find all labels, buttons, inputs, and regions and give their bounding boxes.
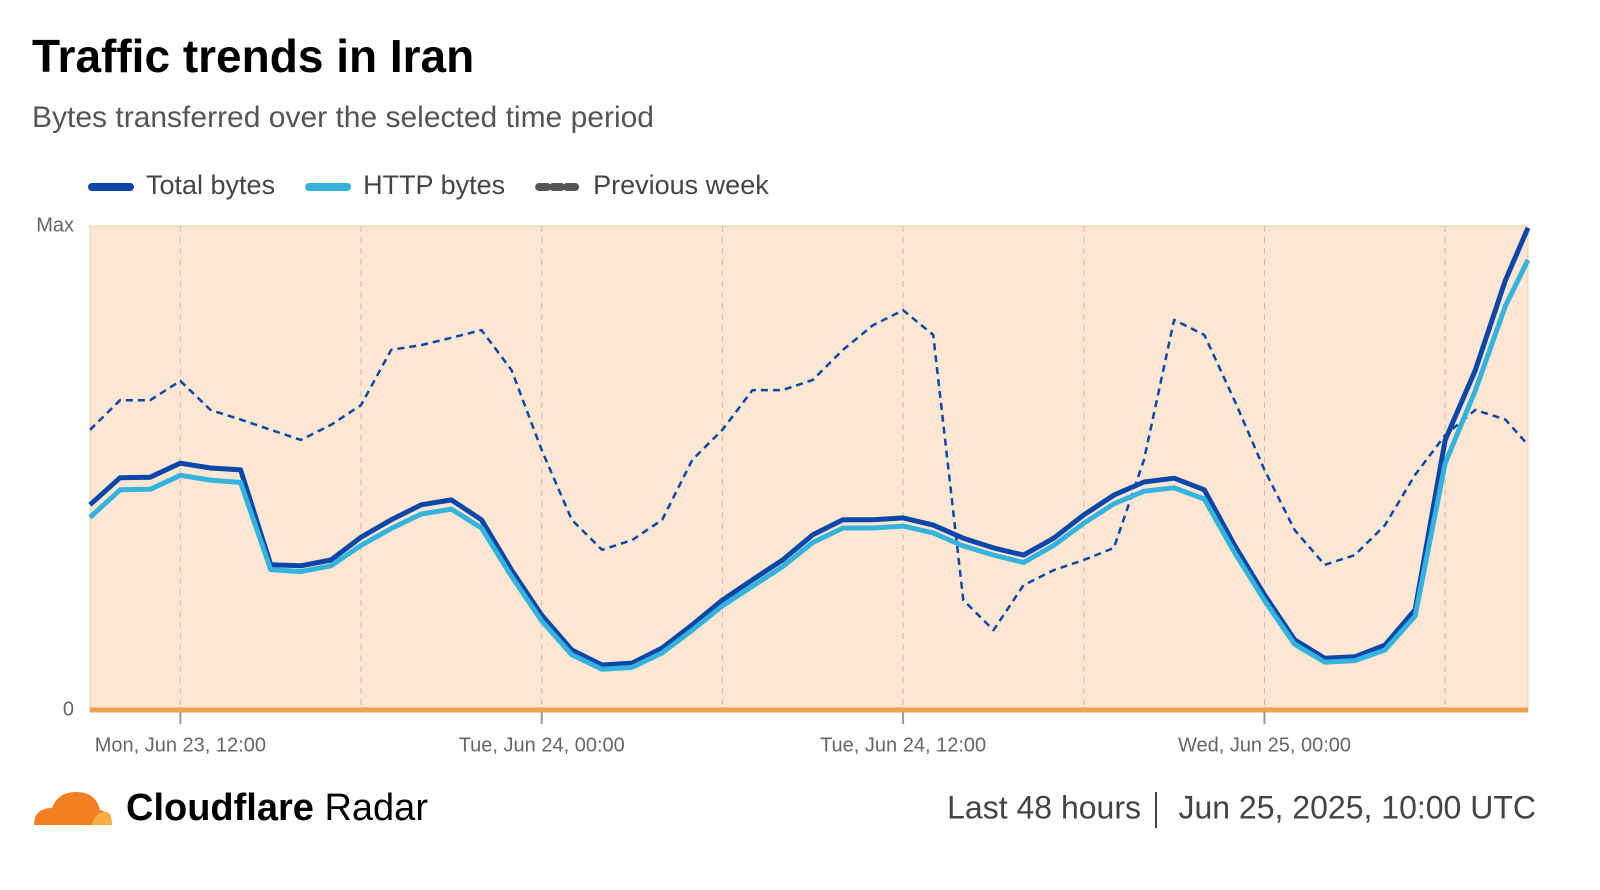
timestamp: Jun 25, 2025, 10:00 UTC	[1178, 789, 1536, 825]
chart-title: Traffic trends in Iran	[32, 30, 474, 82]
chart-subtitle: Bytes transferred over the selected time…	[32, 101, 654, 134]
previous-week-line	[89, 308, 1529, 632]
y-tick-label: Max	[36, 214, 74, 236]
y-tick-label: 0	[63, 698, 74, 720]
legend-label: HTTP bytes	[363, 170, 505, 200]
footer: Cloudflare Radar Last 48 hours Jun 25, 2…	[34, 787, 1536, 829]
plot-background	[89, 225, 1529, 711]
brand: Cloudflare Radar	[126, 787, 428, 829]
legend-label: Previous week	[593, 170, 769, 200]
cloudflare-logo	[34, 792, 112, 825]
period: Last 48 hours	[947, 789, 1141, 825]
legend: Total bytes HTTP bytes Previous week	[88, 170, 769, 200]
legend-label: Total bytes	[146, 170, 275, 200]
x-tick-label: Tue, Jun 24, 12:00	[820, 734, 986, 756]
x-tick-label: Tue, Jun 24, 00:00	[459, 734, 625, 756]
x-tick-label: Wed, Jun 25, 00:00	[1178, 734, 1351, 756]
series-line	[88, 258, 1531, 672]
plot-area: Mon, Jun 23, 12:00 Tue, Jun 24, 00:00 Tue,…	[36, 214, 1531, 756]
x-tick-label: Mon, Jun 23, 12:00	[95, 734, 266, 756]
